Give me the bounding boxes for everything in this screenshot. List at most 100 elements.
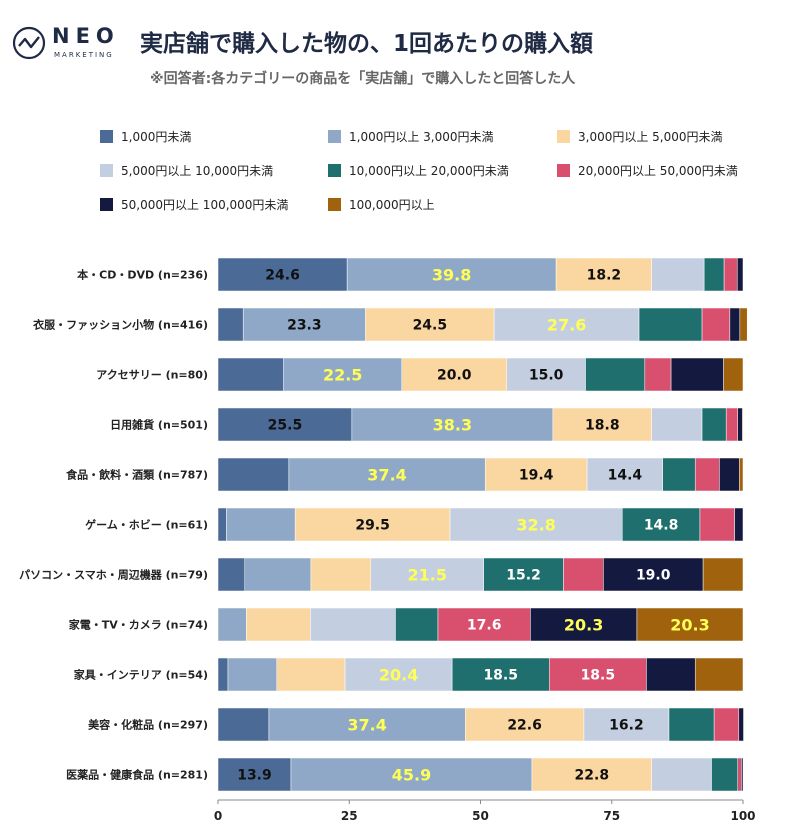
data-label: 15.0 [529,368,564,384]
data-label: 19.0 [636,568,671,584]
bar-segment [217,407,353,442]
bar-segment [644,357,672,392]
data-label: 20.0 [437,368,472,384]
legend-label: 10,000円以上 20,000円未満 [349,164,509,178]
category-label: 家電・TV・カメラ (n=74) [69,618,208,632]
bar-segment [725,407,739,442]
legend-item: 100,000円以上 [328,196,435,213]
legend-swatch [557,164,570,177]
bar-segment [563,557,604,592]
bar-segment [401,357,507,392]
legend-swatch [328,198,341,211]
legend-swatch [100,198,113,211]
bar-segment [694,657,744,692]
legend-item: 20,000円以上 50,000円未満 [557,162,738,179]
bar-segment [729,307,741,342]
bar-segment [736,257,744,292]
bar-segment [583,707,670,742]
bar-segment [437,607,531,642]
bar-segment [552,407,652,442]
bar-segment [742,407,744,442]
bar-segment [651,407,703,442]
data-label: 39.8 [432,266,471,285]
bar-segment [242,307,366,342]
legend-swatch [100,164,113,177]
bar-segment [638,307,703,342]
bar-segment [217,557,246,592]
category-label: 食品・飲料・酒類 (n=787) [66,468,208,482]
bar-segment [217,257,348,292]
category-label: パソコン・スマホ・周辺機器 (n=79) [19,568,208,582]
data-label: 18.5 [483,668,518,684]
x-tick-label: 50 [472,809,489,823]
legend-label: 1,000円未満 [121,130,192,144]
data-label: 15.2 [506,568,541,584]
data-label: 20.3 [564,616,603,635]
data-label: 20.4 [379,666,418,685]
data-label: 32.8 [516,516,555,535]
bar-segment [738,707,744,742]
data-label: 37.4 [367,466,406,485]
chart-subtitle: ※回答者:各カテゴリーの商品を「実店舗」で購入したと回答した人 [150,71,576,87]
data-label: 14.8 [644,518,679,534]
category-label: 衣服・ファッション小物 (n=416) [33,318,208,332]
bar-segment [701,307,731,342]
data-label: 22.5 [323,366,362,385]
bar-segment [449,507,623,542]
bar-segment [531,757,652,792]
bar-segment [651,257,705,292]
bar-segment [734,507,744,542]
legend-item: 1,000円以上 3,000円未満 [328,128,494,145]
category-label: アクセサリー (n=80) [96,369,208,382]
data-label: 18.8 [585,418,620,434]
bar-segment [723,357,744,392]
bar-segment [622,507,701,542]
bar-segment [699,507,735,542]
data-label: 18.5 [581,668,616,684]
category-label: 家具・インテリア (n=54) [74,668,208,682]
category-label: 医薬品・健康食品 (n=281) [66,768,208,782]
bar-segment [217,357,284,392]
bar-segment [244,557,312,592]
legend-item: 1,000円未満 [100,128,191,145]
bar-segment [603,557,704,592]
bar-segment [555,257,652,292]
brand-name: NEO [52,24,120,48]
category-label: 日用雑貨 (n=501) [110,418,208,432]
bar-segment [283,357,402,392]
bar-segment [484,457,588,492]
bar-segment [310,557,372,592]
bar-segment [585,357,646,392]
x-tick-label: 75 [603,809,620,823]
bar-segment [365,307,495,342]
data-label: 18.2 [587,268,622,284]
data-label: 23.3 [287,318,322,334]
legend-item: 10,000円以上 20,000円未満 [328,162,509,179]
bar-segment [217,607,247,642]
bar-segment [662,457,696,492]
data-label: 22.6 [507,718,542,734]
bar-segment [246,607,311,642]
bar-segment [217,707,270,742]
bar-segment [703,257,725,292]
bar-segment [217,507,227,542]
bar-segment [451,657,550,692]
bar-segment [586,457,663,492]
data-label: 19.4 [519,468,554,484]
bar-segment [737,757,742,792]
legend-swatch [557,130,570,143]
bar-segment [226,507,296,542]
legend-label: 20,000円以上 50,000円未満 [578,164,738,178]
data-label: 14.4 [608,468,643,484]
bar-segment [670,357,724,392]
legend-item: 3,000円以上 5,000円未満 [557,128,723,145]
bar-segment [344,657,453,692]
bar-segment [506,357,586,392]
legend-swatch [328,164,341,177]
bar-segment [483,557,564,592]
bar-segment [739,457,744,492]
legend-item: 50,000円以上 100,000円未満 [100,196,288,213]
data-label: 29.5 [355,518,390,534]
data-label: 27.6 [547,316,586,335]
bar-segment [668,707,715,742]
